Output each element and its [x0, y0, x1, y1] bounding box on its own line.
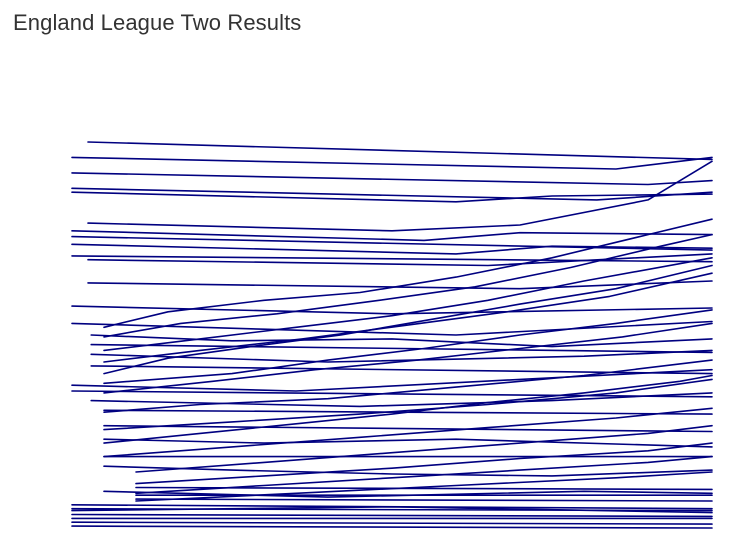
series-line-14: [103, 218, 713, 329]
series-line-6: [87, 160, 713, 232]
chart-title: England League Two Results: [13, 10, 302, 35]
series-line-49: [71, 521, 713, 525]
series-line-5: [71, 191, 713, 203]
series-line-27: [71, 390, 713, 398]
series-line-13: [71, 305, 713, 315]
series-line-8: [71, 235, 713, 251]
series-line-7: [71, 230, 713, 242]
series-line-30: [103, 359, 713, 414]
series-line-15: [103, 233, 713, 338]
series-line-18: [103, 264, 713, 375]
series-line-1: [87, 141, 713, 161]
series-line-51: [71, 505, 713, 514]
series-line-3: [71, 172, 713, 186]
series-line-39: [103, 438, 713, 448]
series-line-36: [135, 455, 713, 495]
series-line-9: [71, 243, 713, 255]
series-line-26: [71, 368, 713, 392]
series-line-22: [90, 334, 713, 348]
series-line-10: [71, 255, 713, 263]
series-line-11: [87, 253, 713, 267]
series-lines: [71, 141, 713, 529]
series-line-34: [135, 424, 713, 473]
series-line-52: [103, 490, 713, 498]
series-line-47: [71, 513, 713, 518]
series-line-25: [90, 365, 713, 375]
series-line-33: [103, 407, 713, 458]
series-line-23: [90, 343, 713, 354]
series-line-35: [135, 442, 713, 485]
series-line-2: [71, 156, 713, 170]
series-line-41: [103, 465, 713, 477]
series-line-32: [103, 374, 713, 444]
series-line-44: [135, 498, 713, 502]
series-line-42: [135, 486, 713, 491]
series-line-50: [71, 525, 713, 529]
series-line-17: [103, 272, 713, 363]
series-line-31: [103, 378, 713, 431]
series-line-28: [90, 392, 713, 408]
series-line-24: [90, 349, 713, 363]
series-line-12: [87, 280, 713, 290]
series-line-38: [103, 424, 713, 433]
series-line-21: [71, 320, 713, 336]
